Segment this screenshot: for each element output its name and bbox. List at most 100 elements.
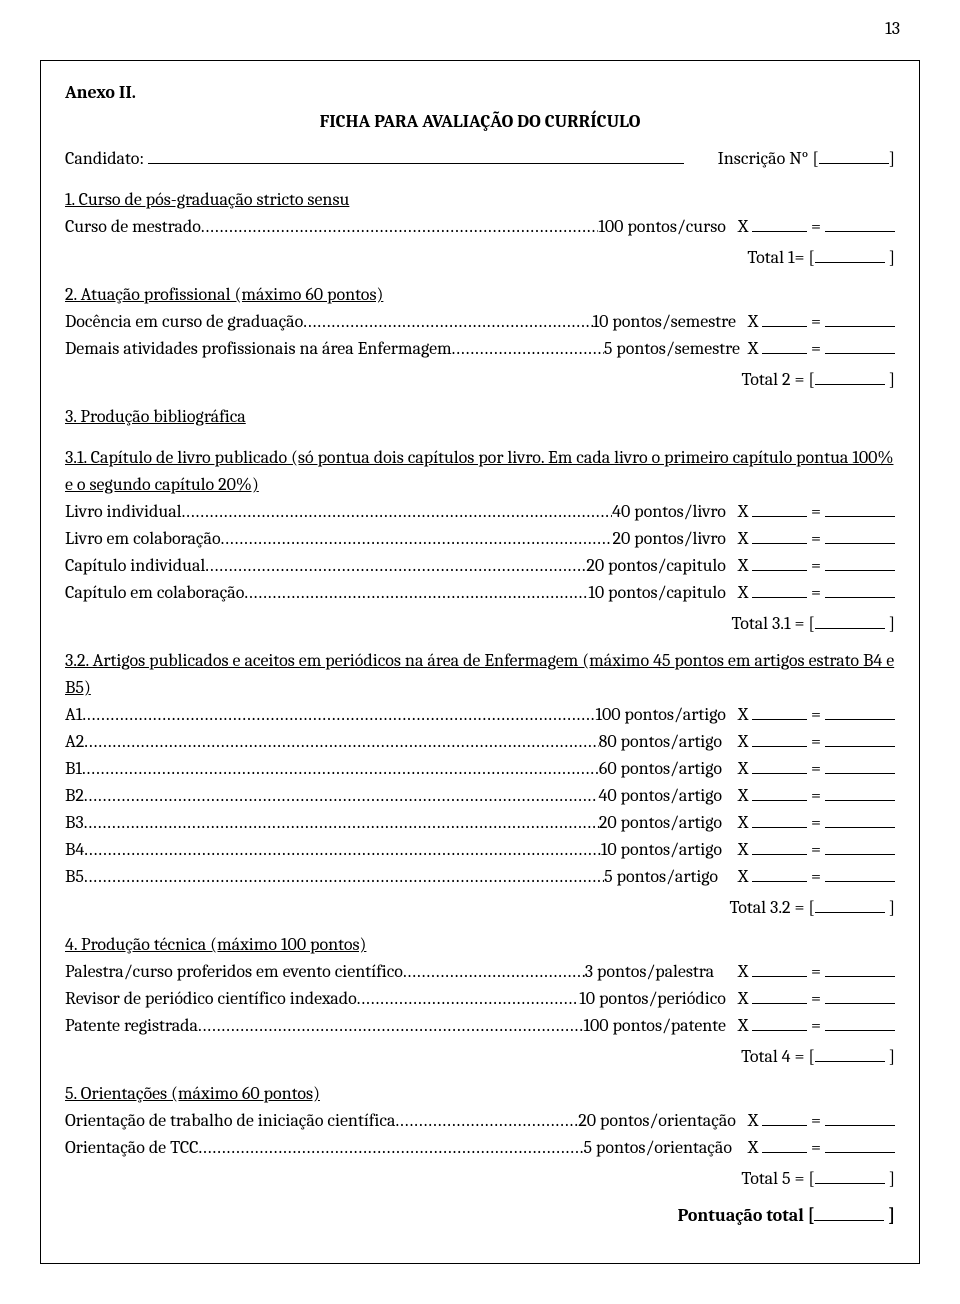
s31-r3-label: Capítulo individual xyxy=(65,552,205,579)
item-label: B1 xyxy=(65,755,82,782)
s31-r1: Livro individual .......................… xyxy=(65,498,895,525)
item-pts: 100 pontos/patente X = xyxy=(583,1012,895,1039)
s5-r1: Orientação de trabalho de iniciação cien… xyxy=(65,1107,895,1134)
s4-r2: Revisor de periódico científico indexado… xyxy=(65,985,895,1012)
doc-title: FICHA PARA AVALIAÇÃO DO CURRÍCULO xyxy=(65,108,895,135)
s4-r1: Palestra/curso proferidos em evento cien… xyxy=(65,958,895,985)
s5-head: 5. Orientações (máximo 60 pontos) xyxy=(65,1080,895,1107)
leader-dots: ........................................… xyxy=(82,755,599,782)
s31-head: 3.1. Capítulo de livro publicado (só pon… xyxy=(65,444,895,498)
inscricao-suffix: ] xyxy=(889,145,895,172)
item-pts: 10 pontos/periódico X = xyxy=(579,985,895,1012)
item-pts: 100 pontos/artigo X = xyxy=(595,701,895,728)
item-pts: 10 pontos/artigo X = xyxy=(601,836,895,863)
item-label: B5 xyxy=(65,863,84,890)
leader-dots: ........................................… xyxy=(84,728,598,755)
s2-l1-label: Docência em curso de graduação xyxy=(65,308,303,335)
s32-head: 3.2. Artigos publicados e aceitos em per… xyxy=(65,647,895,701)
s4-head: 4. Produção técnica (máximo 100 pontos) xyxy=(65,931,895,958)
leader-dots: ........................................… xyxy=(221,525,613,552)
item-pts: 5 pontos/artigo X = xyxy=(604,863,895,890)
s5-r2: Orientação de TCC.......................… xyxy=(65,1134,895,1161)
leader-dots: ........................................… xyxy=(395,1107,578,1134)
leader-dots: ........................................… xyxy=(198,1012,583,1039)
leader-dots: ........................................… xyxy=(84,836,601,863)
leader-dots: ........................................… xyxy=(201,213,599,240)
s32-total: Total 3.2 = [ ] xyxy=(65,894,895,921)
inscricao-blank[interactable] xyxy=(819,147,889,164)
leader-dots: ........................................… xyxy=(84,809,599,836)
item-label: Revisor de periódico científico indexado xyxy=(65,985,357,1012)
s31-r3: Capítulo individual ....................… xyxy=(65,552,895,579)
s31-r2-label: Livro em colaboração xyxy=(65,525,221,552)
s32-r5: B3......................................… xyxy=(65,809,895,836)
leader-dots: ........................................… xyxy=(84,863,604,890)
s2-l1-pts: 10 pontos/semestre X = xyxy=(593,308,895,335)
s32-r4: B2......................................… xyxy=(65,782,895,809)
s3-head: 3. Produção bibliográfica xyxy=(65,403,895,430)
leader-dots: ........................................… xyxy=(303,308,592,335)
page-frame: Anexo II. FICHA PARA AVALIAÇÃO DO CURRÍC… xyxy=(40,60,920,1264)
s32-r2: A2......................................… xyxy=(65,728,895,755)
leader-dots: ........................................… xyxy=(452,335,604,362)
s31-r1-label: Livro individual xyxy=(65,498,182,525)
s2-head: 2. Atuação profissional (máximo 60 ponto… xyxy=(65,281,895,308)
s4-r3: Patente registrada......................… xyxy=(65,1012,895,1039)
s31-r2: Livro em colaboração ...................… xyxy=(65,525,895,552)
grand-total: Pontuação total [ ] xyxy=(65,1202,895,1229)
item-pts: 20 pontos/artigo X = xyxy=(599,809,895,836)
s31-r4-pts: 10 pontos/capitulo X = xyxy=(588,579,895,606)
candidato-blank[interactable] xyxy=(148,147,684,164)
item-label: Patente registrada xyxy=(65,1012,198,1039)
leader-dots: ........................................… xyxy=(84,782,599,809)
item-pts: 3 pontos/palestra X = xyxy=(585,958,895,985)
item-label: Orientação de TCC xyxy=(65,1134,198,1161)
item-label: B2 xyxy=(65,782,84,809)
page-number: 13 xyxy=(885,18,900,39)
s32-r7: B5......................................… xyxy=(65,863,895,890)
s31-r3-pts: 20 pontos/capitulo X = xyxy=(586,552,895,579)
item-pts: 60 pontos/artigo X = xyxy=(599,755,895,782)
inscricao-prefix: Inscrição N° [ xyxy=(718,145,819,172)
item-pts: 40 pontos/artigo X = xyxy=(598,782,895,809)
leader-dots: ........................................… xyxy=(82,701,595,728)
s31-r1-pts: 40 pontos/livro X = xyxy=(612,498,895,525)
s2-l2-label: Demais atividades profissionais na área … xyxy=(65,335,452,362)
s1-head: 1. Curso de pós-graduação stricto sensu xyxy=(65,186,895,213)
item-pts: 80 pontos/artigo X = xyxy=(599,728,895,755)
s1-l1-label: Curso de mestrado xyxy=(65,213,201,240)
leader-dots: ........................................… xyxy=(182,498,613,525)
candidato-label: Candidato: xyxy=(65,145,144,172)
s2-line2: Demais atividades profissionais na área … xyxy=(65,335,895,362)
leader-dots: ........................................… xyxy=(357,985,580,1012)
s4-total: Total 4 = [ ] xyxy=(65,1043,895,1070)
leader-dots: ........................................… xyxy=(244,579,588,606)
s32-r1: A1......................................… xyxy=(65,701,895,728)
item-label: B4 xyxy=(65,836,84,863)
s2-l2-pts: 5 pontos/semestre X = xyxy=(604,335,895,362)
s31-r4: Capítulo em colaboração ................… xyxy=(65,579,895,606)
s1-total: Total 1= [ ] xyxy=(65,244,895,271)
leader-dots: ........................................… xyxy=(198,1134,583,1161)
s2-total: Total 2 = [ ] xyxy=(65,366,895,393)
s32-r3: B1......................................… xyxy=(65,755,895,782)
item-label: A1 xyxy=(65,701,82,728)
item-pts: 20 pontos/orientação X = xyxy=(578,1107,895,1134)
item-label: Palestra/curso proferidos em evento cien… xyxy=(65,958,403,985)
s1-l1-pts: 100 pontos/curso X = xyxy=(598,213,895,240)
s2-line1: Docência em curso de graduação .........… xyxy=(65,308,895,335)
s1-line1: Curso de mestrado ......................… xyxy=(65,213,895,240)
item-label: A2 xyxy=(65,728,84,755)
s31-r2-pts: 20 pontos/livro X = xyxy=(612,525,895,552)
anexo-label: Anexo II. xyxy=(65,79,895,106)
item-label: B3 xyxy=(65,809,84,836)
s31-r4-label: Capítulo em colaboração xyxy=(65,579,244,606)
s32-r6: B4......................................… xyxy=(65,836,895,863)
leader-dots: ........................................… xyxy=(403,958,585,985)
candidato-row: Candidato: Inscrição N° [ ] xyxy=(65,145,895,172)
item-pts: 5 pontos/orientação X = xyxy=(584,1134,896,1161)
leader-dots: ........................................… xyxy=(205,552,586,579)
item-label: Orientação de trabalho de iniciação cien… xyxy=(65,1107,395,1134)
s5-total: Total 5 = [ ] xyxy=(65,1165,895,1192)
s31-total: Total 3.1 = [ ] xyxy=(65,610,895,637)
